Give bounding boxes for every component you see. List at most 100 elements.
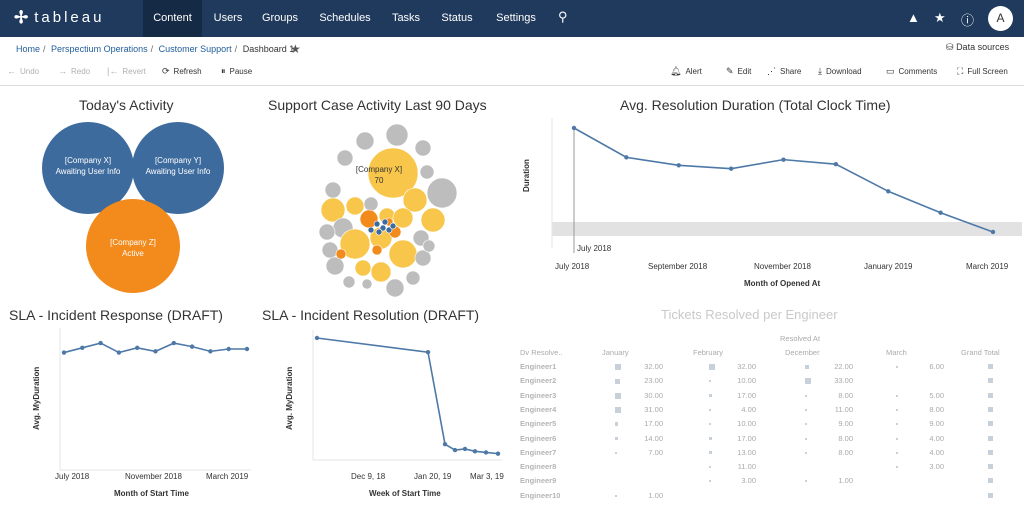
case-bubble[interactable]	[355, 131, 375, 151]
revert-button[interactable]: |← Revert	[107, 66, 146, 76]
tableau-logo[interactable]: ✢ tableau	[14, 9, 104, 27]
table-row[interactable]: Engineer5 17.00 10.00 9.00 9.00	[518, 419, 1018, 433]
ticket-count-cell[interactable]: 17.00	[737, 390, 756, 400]
case-bubble[interactable]	[324, 181, 342, 199]
data-point[interactable]	[462, 446, 468, 452]
ticket-count-cell[interactable]: 8.00	[838, 390, 853, 400]
table-row[interactable]: Engineer6 14.00 17.00 8.00 4.00	[518, 434, 1018, 448]
case-bubble[interactable]	[426, 177, 458, 209]
table-row[interactable]: Engineer4 31.00 4.00 11.00 8.00	[518, 405, 1018, 419]
data-point[interactable]	[208, 349, 213, 354]
breadcrumb-project[interactable]: Perspectium Operations	[51, 44, 148, 54]
ticket-count-cell[interactable]: 11.00	[737, 462, 756, 472]
user-avatar[interactable]: A	[988, 6, 1013, 31]
ticket-count-cell[interactable]: 5.00	[929, 390, 944, 400]
case-bubble[interactable]	[420, 207, 446, 233]
data-point[interactable]	[442, 442, 448, 447]
ticket-count-cell[interactable]: 23.00	[644, 376, 663, 386]
data-point[interactable]	[425, 349, 431, 355]
data-point[interactable]	[189, 344, 195, 349]
case-bubble[interactable]	[385, 123, 409, 147]
data-point[interactable]	[781, 157, 786, 162]
case-bubble[interactable]	[367, 226, 375, 234]
case-bubble[interactable]	[321, 241, 339, 259]
data-point[interactable]	[472, 449, 478, 454]
table-row[interactable]: Engineer9 3.00 1.00	[518, 476, 1018, 490]
bubble-company-x[interactable]	[42, 122, 134, 214]
ticket-count-cell[interactable]: 32.00	[737, 362, 756, 371]
nav-tab-settings[interactable]: Settings	[496, 12, 536, 24]
case-bubble[interactable]	[414, 139, 432, 157]
share-button[interactable]: ⋰ Share	[767, 66, 802, 76]
case-bubble[interactable]	[405, 270, 421, 286]
data-point[interactable]	[98, 340, 103, 346]
data-point[interactable]	[728, 166, 734, 171]
info-icon[interactable]: ⓘ	[961, 13, 975, 28]
data-point[interactable]	[571, 125, 577, 131]
ticket-count-cell[interactable]: 10.00	[737, 376, 756, 386]
ticket-count-cell[interactable]: 1.00	[838, 476, 853, 486]
ticket-count-cell[interactable]: 8.00	[929, 404, 944, 414]
data-sources-button[interactable]: ⛁ Data sources	[946, 42, 1009, 53]
alert-button[interactable]: 🔔︎ Alert	[670, 66, 702, 76]
case-bubble[interactable]	[345, 196, 365, 216]
full-screen-button[interactable]: ⛶ Full Screen	[957, 66, 1008, 76]
case-bubble[interactable]	[385, 226, 393, 234]
ticket-count-cell[interactable]: 1.00	[648, 490, 663, 500]
alert-warning-icon[interactable]: ▲	[907, 10, 920, 25]
case-bubble[interactable]	[388, 239, 418, 269]
ticket-count-cell[interactable]: 22.00	[834, 362, 853, 371]
ticket-count-cell[interactable]: 4.00	[929, 433, 944, 443]
data-point[interactable]	[624, 155, 629, 160]
table-row[interactable]: Engineer3 30.00 17.00 8.00 5.00	[518, 391, 1018, 405]
ticket-count-cell[interactable]: 7.00	[648, 447, 663, 457]
case-bubble[interactable]	[414, 249, 432, 267]
case-bubble[interactable]	[367, 147, 419, 199]
ticket-count-cell[interactable]: 9.00	[838, 419, 853, 429]
case-bubble[interactable]	[370, 261, 392, 283]
download-button[interactable]: ⤓ Download	[818, 66, 862, 76]
data-point[interactable]	[886, 189, 891, 194]
bubble-company-z[interactable]	[86, 199, 180, 293]
case-bubble[interactable]	[336, 149, 354, 167]
case-bubble[interactable]	[381, 218, 389, 226]
data-point[interactable]	[676, 163, 681, 168]
nav-tab-groups[interactable]: Groups	[261, 12, 299, 24]
table-row[interactable]: Engineer10 1.00	[518, 491, 1018, 505]
case-bubble[interactable]	[318, 223, 336, 241]
data-point[interactable]	[135, 345, 140, 351]
nav-tab-content[interactable]: Content	[143, 0, 202, 37]
favorite-star-icon[interactable]: ★	[290, 42, 301, 56]
table-row[interactable]: Engineer2 23.00 10.00 33.00	[518, 376, 1018, 390]
ticket-count-cell[interactable]: 13.00	[737, 447, 756, 457]
data-point[interactable]	[833, 161, 839, 167]
data-point[interactable]	[452, 447, 458, 453]
edit-button[interactable]: ✎ Edit	[726, 66, 752, 76]
data-point[interactable]	[314, 335, 320, 341]
case-bubble[interactable]	[371, 244, 383, 256]
data-point[interactable]	[483, 450, 489, 455]
data-point[interactable]	[244, 346, 250, 352]
data-point[interactable]	[226, 346, 231, 352]
case-bubble[interactable]	[320, 197, 346, 223]
ticket-count-cell[interactable]: 17.00	[737, 433, 756, 443]
ticket-count-cell[interactable]: 3.00	[929, 462, 944, 472]
case-bubble[interactable]	[325, 256, 345, 276]
nav-tab-tasks[interactable]: Tasks	[391, 12, 421, 24]
case-bubble[interactable]	[402, 187, 428, 213]
data-point[interactable]	[495, 451, 501, 456]
undo-button[interactable]: ← Undo	[7, 66, 40, 76]
case-bubble[interactable]	[361, 278, 373, 290]
favorites-star-icon[interactable]: ★	[934, 10, 946, 25]
case-bubble[interactable]	[385, 278, 405, 298]
ticket-count-cell[interactable]: 4.00	[741, 404, 756, 414]
case-bubble[interactable]	[419, 164, 435, 180]
refresh-button[interactable]: ⟳ Refresh	[162, 66, 202, 76]
pause-button[interactable]: ⏸ Pause	[221, 66, 253, 76]
case-bubble[interactable]	[335, 248, 347, 260]
ticket-count-cell[interactable]: 8.00	[838, 433, 853, 443]
ticket-count-cell[interactable]: 30.00	[644, 390, 663, 400]
case-bubble[interactable]	[339, 228, 371, 260]
data-point[interactable]	[61, 350, 67, 355]
table-row[interactable]: Engineer7 7.00 13.00 8.00 4.00	[518, 448, 1018, 462]
